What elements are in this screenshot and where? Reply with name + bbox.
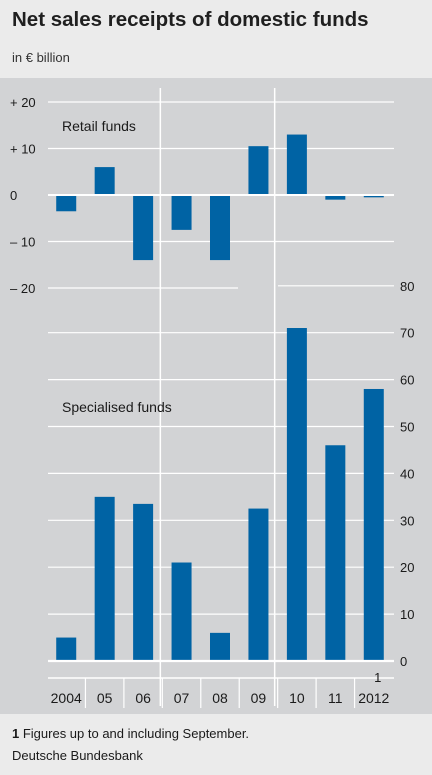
category-label: 06	[135, 690, 151, 706]
unit-label: in € billion	[12, 50, 70, 65]
y-tick-label-right: 50	[400, 420, 414, 435]
bar-chart: + 20 + 10 0 – 10 – 20 80 70 60 50 40 30 20 10 0 Retail…	[0, 78, 432, 714]
bar-retail	[171, 195, 192, 230]
footnote-marker: 1	[12, 726, 20, 741]
bar-specialised	[56, 637, 77, 661]
bar-specialised	[363, 388, 384, 661]
y-tick-label-right: 0	[400, 654, 407, 669]
y-tick-label-left: – 20	[10, 281, 35, 296]
chart-header: Net sales receipts of domestic funds in …	[0, 0, 432, 74]
category-label: 10	[289, 690, 305, 706]
category-label: 09	[251, 690, 267, 706]
y-tick-label-left: – 10	[10, 235, 35, 250]
plot-background	[0, 78, 432, 714]
y-tick-label-left: + 20	[10, 95, 36, 110]
category-label: 05	[97, 690, 113, 706]
footnote-text: Figures up to and including September.	[19, 726, 250, 741]
chart-title: Net sales receipts of domestic funds	[12, 8, 369, 31]
bar-retail	[56, 195, 77, 212]
category-footnote-marker: 1	[374, 670, 381, 685]
footnote: 1 Figures up to and including September.	[12, 726, 249, 741]
series-label-specialised: Specialised funds	[62, 399, 172, 415]
axes	[48, 194, 394, 708]
bar-specialised	[171, 562, 192, 661]
y-tick-label-left: + 10	[10, 142, 36, 157]
bar-specialised	[325, 445, 346, 661]
category-label: 2012	[358, 690, 389, 706]
series-label-retail: Retail funds	[62, 118, 136, 134]
bar-specialised	[94, 496, 115, 661]
y-tick-label-right: 40	[400, 466, 414, 481]
y-tick-label-right: 30	[400, 513, 414, 528]
y-tick-label-left: 0	[10, 188, 17, 203]
bars	[56, 134, 384, 661]
category-label: 2004	[51, 690, 82, 706]
y-tick-label-right: 60	[400, 373, 414, 388]
bar-retail	[210, 195, 230, 261]
bar-specialised	[286, 328, 307, 661]
category-label: 11	[328, 690, 343, 706]
y-tick-label-right: 70	[400, 326, 414, 341]
y-tick-label-right: 10	[400, 607, 414, 622]
bar-retail	[363, 195, 384, 198]
bar-retail	[248, 146, 269, 195]
category-label: 07	[174, 690, 190, 706]
bar-retail	[286, 134, 307, 195]
chart-area: + 20 + 10 0 – 10 – 20 80 70 60 50 40 30 20 10 0 Retail…	[0, 78, 432, 714]
bar-specialised	[133, 503, 154, 661]
bar-specialised	[248, 508, 269, 661]
y-tick-label-right: 20	[400, 560, 414, 575]
y-tick-label-right: 80	[400, 279, 414, 294]
category-label: 08	[212, 690, 228, 706]
source-note: Deutsche Bundesbank	[12, 748, 143, 763]
bar-retail	[94, 167, 115, 195]
bar-specialised	[210, 632, 230, 661]
bar-retail	[133, 195, 154, 261]
bar-retail	[325, 195, 346, 200]
labels: + 20 + 10 0 – 10 – 20 80 70 60 50 40 30 20 10 0 Retail…	[10, 95, 414, 706]
